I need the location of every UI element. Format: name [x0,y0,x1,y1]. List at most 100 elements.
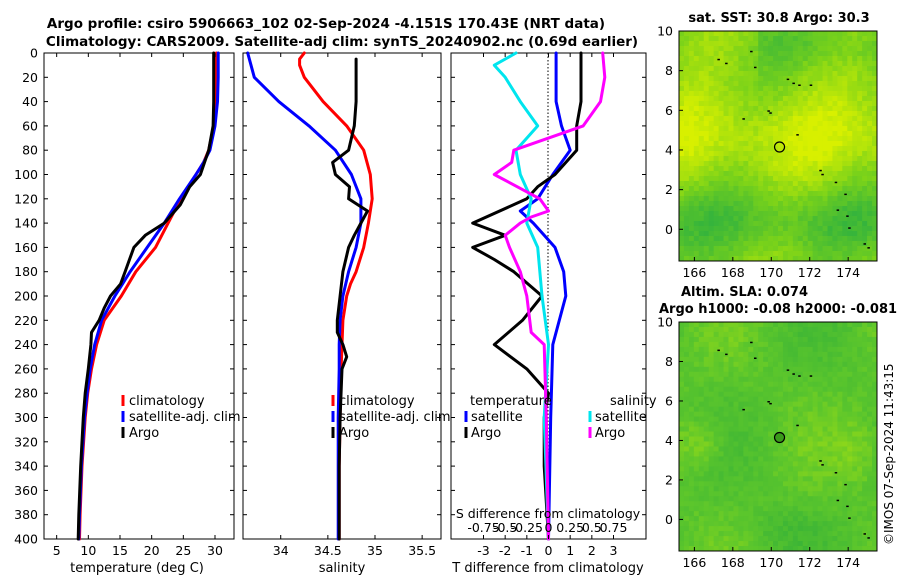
coastline-island [848,227,851,229]
map-cell [802,51,809,57]
map-cell [787,156,794,162]
map-cell [698,351,705,358]
map-cell [862,486,868,492]
legend-label-satellite: satellite-adj. clim [129,410,241,425]
map-cell [782,161,789,167]
depth-tick-label: 380 [14,507,38,522]
map-cell [837,421,843,427]
map-cell [812,541,818,547]
map-cell [748,151,754,157]
map-cell [822,336,828,343]
map-cell [812,351,818,358]
map-cell [837,126,843,132]
map-cell [862,231,868,237]
map-cell [832,116,838,122]
map-cell [807,456,814,462]
map-cell [713,326,719,333]
map-cell [852,371,858,378]
map-cell [827,491,833,497]
map-cell [782,236,789,242]
map-cell [822,326,828,333]
map-cell [862,411,868,417]
map-cell [748,496,754,502]
map-cell [753,226,759,232]
map-cell [683,131,690,137]
map-cell [822,446,828,452]
map-cell [758,431,764,437]
map-cell [713,441,719,447]
map-cell [842,501,848,507]
map-cell [718,141,724,147]
map-cell [773,46,779,52]
map-cell [812,216,818,222]
map-cell [773,91,779,97]
map-cell [862,351,868,358]
map-cell [862,391,868,398]
map-cell [748,196,754,202]
map-cell [802,401,809,408]
map-cell [817,511,823,517]
map-cell [718,426,724,432]
legend-label-temp-satellite: satellite [471,410,523,425]
map-cell [738,386,744,393]
map-cell [782,351,789,358]
map-cell [763,526,769,532]
map-cell [778,121,784,127]
map-cell [698,221,705,227]
map-cell [847,506,853,512]
map-cell [847,546,853,552]
map-cell [817,231,823,237]
map-cell [763,201,769,207]
temperature-axes-box [43,52,235,540]
map-cell [688,431,695,437]
map-cell [827,356,833,363]
map-cell [679,501,685,507]
map-cell [738,436,744,442]
map-cell [748,341,754,348]
map-cell [837,451,843,457]
map-cell [728,201,734,207]
map-cell [738,481,744,487]
map-cell [792,456,799,462]
map-cell [708,506,715,512]
map-cell [713,351,719,358]
map-cell [817,351,823,358]
map-cell [797,51,804,57]
map-cell [837,471,843,477]
map-cell [802,231,809,237]
map-cell [817,196,823,202]
map-cell [698,411,705,417]
map-cell [698,236,705,242]
map-cell [688,376,695,383]
map-cell [832,511,838,517]
map-cell [758,491,764,497]
map-cell [827,66,833,72]
map-cell [773,491,779,497]
map-cell [827,231,833,237]
map-cell [832,346,838,353]
map-cell [713,366,719,373]
map-cell [827,166,833,172]
map-cell [778,46,784,52]
map-cell [822,51,828,57]
map-cell [862,381,868,388]
map-cell [733,186,739,192]
map-cell [822,536,828,542]
map-cell [857,396,863,403]
map-cell [753,396,759,403]
map-cell [743,146,749,152]
map-cell [718,121,724,127]
map-cell [837,191,843,197]
map-cell [728,496,734,502]
map-cell [728,426,734,432]
map-cell [837,101,843,107]
map-cell [683,111,690,117]
map-cell [703,151,710,157]
x-tick-label: 2 [588,543,596,558]
map-cell [802,61,809,67]
map-cell [787,101,794,107]
map-cell [758,476,764,482]
map-cell [817,421,823,427]
map-cell [852,36,858,42]
map-cell [763,171,769,177]
